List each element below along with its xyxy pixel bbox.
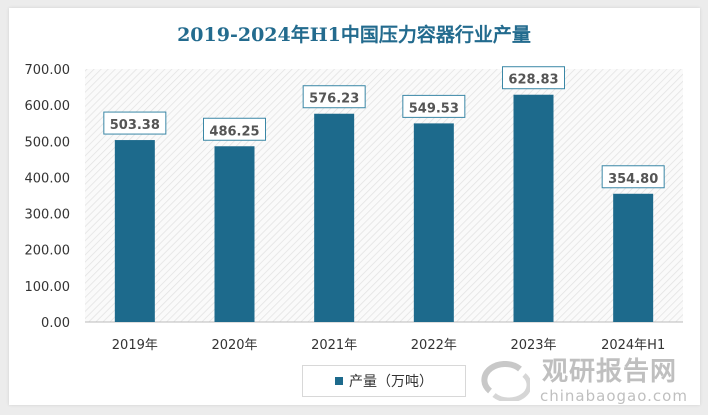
x-tick-label: 2019年 bbox=[112, 338, 158, 353]
data-label: 354.80 bbox=[608, 172, 658, 187]
bar bbox=[114, 140, 155, 322]
data-label-box bbox=[402, 94, 466, 118]
y-tick-label: 600.00 bbox=[25, 99, 71, 114]
data-label: 549.53 bbox=[409, 101, 459, 116]
watermark-cn: 观研报告网 bbox=[542, 357, 678, 387]
chart-title: 2019-2024年H1中国压力容器行业产量 bbox=[177, 24, 531, 46]
watermark-en: chinabaogao.com bbox=[540, 387, 688, 405]
y-tick-label: 700.00 bbox=[25, 63, 71, 78]
bar bbox=[513, 94, 554, 322]
legend: 产量（万吨） bbox=[302, 365, 466, 397]
bar bbox=[314, 113, 355, 323]
x-tick-label: 2022年 bbox=[411, 338, 457, 353]
bar bbox=[613, 193, 654, 322]
legend-label: 产量（万吨） bbox=[349, 374, 433, 390]
data-label-box bbox=[601, 165, 665, 189]
y-tick-label: 0.00 bbox=[41, 316, 70, 331]
y-tick-label: 500.00 bbox=[25, 135, 71, 150]
bar bbox=[214, 146, 255, 322]
data-label-box bbox=[302, 85, 366, 109]
x-tick-label: 2021年 bbox=[311, 338, 357, 353]
data-label-box bbox=[502, 66, 565, 90]
data-label: 576.23 bbox=[309, 92, 359, 107]
y-tick-label: 300.00 bbox=[25, 208, 71, 223]
data-label-box bbox=[203, 117, 266, 141]
legend-swatch bbox=[335, 377, 343, 385]
x-tick-label: 2020年 bbox=[211, 338, 257, 353]
data-label: 628.83 bbox=[508, 73, 558, 88]
data-label: 503.38 bbox=[110, 118, 160, 133]
bar bbox=[413, 123, 454, 322]
y-tick-label: 100.00 bbox=[25, 280, 71, 295]
data-label: 486.25 bbox=[209, 124, 259, 139]
data-label-box bbox=[103, 111, 167, 135]
plot-area bbox=[85, 69, 683, 322]
watermark-logo-icon bbox=[481, 361, 530, 401]
x-tick-label: 2023年 bbox=[510, 338, 556, 353]
x-tick-label: 2024年H1 bbox=[601, 338, 665, 353]
y-tick-label: 400.00 bbox=[25, 171, 71, 186]
y-tick-label: 200.00 bbox=[25, 244, 71, 259]
